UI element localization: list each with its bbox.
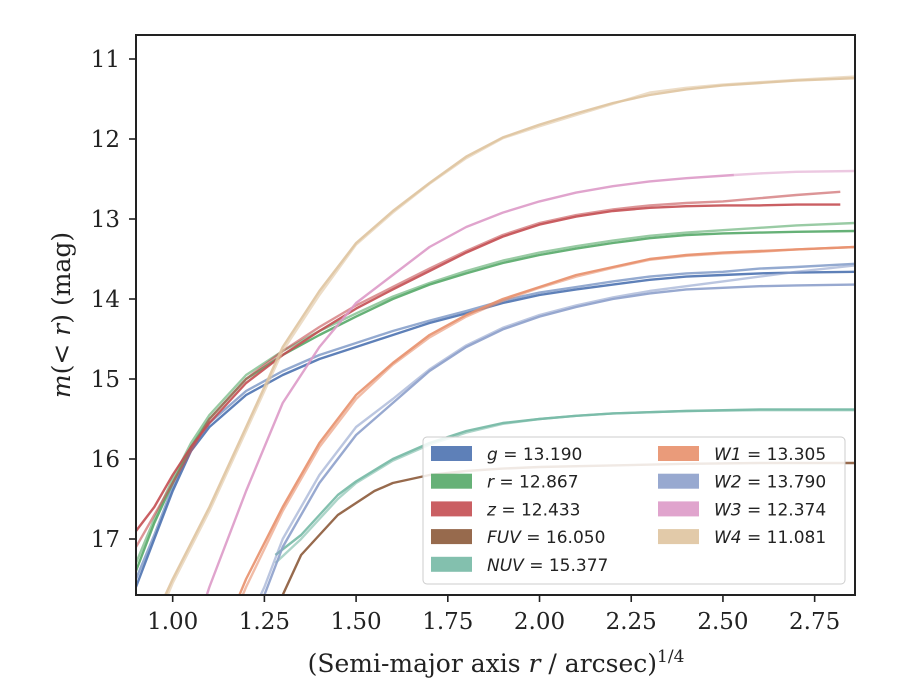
legend-w1-label: W1 = 13.305 (714, 445, 826, 465)
legend-w1-swatch (658, 446, 699, 461)
legend-z-swatch (431, 501, 472, 517)
x-tick-label: 1.50 (330, 609, 381, 635)
x-tick-label: 2.50 (697, 609, 748, 635)
x-tick-label: 1.00 (147, 609, 198, 635)
legend-fuv-swatch (431, 529, 472, 545)
legend-w2-label: W2 = 13.790 (714, 473, 826, 493)
series-w2-line-alt (259, 264, 855, 595)
series-nuv-line-alt (274, 409, 855, 564)
series-r-line-alt (136, 221, 855, 564)
y-tick-label: 16 (91, 447, 120, 473)
y-tick-label: 13 (91, 207, 120, 233)
series-w3-line (205, 173, 734, 595)
y-tick-label: 14 (91, 287, 120, 313)
series-w4-line-alt (166, 75, 855, 595)
y-tick-label: 17 (91, 527, 120, 553)
legend-w3-swatch (658, 501, 699, 517)
legend-g-label: g = 13.190 (487, 445, 582, 465)
series-w3-line-ext (733, 169, 855, 177)
legend-w4-swatch (658, 529, 699, 545)
y-axis-ticks: 11 12 13 14 15 16 17 (91, 47, 136, 553)
x-tick-label: 2.25 (606, 609, 657, 635)
series-z-line-alt (136, 190, 841, 548)
x-tick-label: 2.75 (789, 609, 840, 635)
legend-w2-swatch (658, 473, 699, 489)
legend-nuv-swatch (431, 556, 472, 572)
legend-box (422, 436, 846, 585)
x-axis-label: (Semi-major axis r / arcsec)1/4 (308, 647, 685, 678)
legend-g-swatch (431, 446, 472, 461)
y-tick-label: 12 (91, 127, 120, 153)
legend-r-label: r = 12.867 (487, 473, 579, 493)
legend-r-swatch (431, 473, 472, 489)
y-tick-label: 11 (91, 47, 120, 73)
x-tick-label: 1.75 (422, 609, 473, 635)
x-tick-label: 2.00 (514, 609, 565, 635)
x-tick-label: 1.25 (239, 609, 290, 635)
series-g-line (136, 270, 855, 588)
plot-frame (135, 34, 856, 596)
y-tick-label: 15 (91, 367, 120, 393)
y-axis-label: m(< r) (mag) (47, 232, 76, 398)
series-lines (136, 75, 855, 595)
x-axis-ticks: 1.00 1.25 1.50 1.75 2.00 2.25 2.50 2.75 (147, 595, 840, 635)
series-w2-line (263, 283, 855, 595)
legend-w4-label: W4 = 11.081 (714, 528, 826, 548)
legend-w3-label: W3 = 12.374 (714, 500, 826, 520)
legend: g = 13.190 r = 12.867 z = 12.433 FUV = 16.0… (422, 436, 846, 585)
series-w1-line-alt (241, 245, 855, 595)
legend-z-label: z = 12.433 (486, 500, 580, 520)
legend-fuv-label: FUV = 16.050 (487, 528, 605, 548)
legend-nuv-label: NUV = 15.377 (487, 556, 608, 576)
